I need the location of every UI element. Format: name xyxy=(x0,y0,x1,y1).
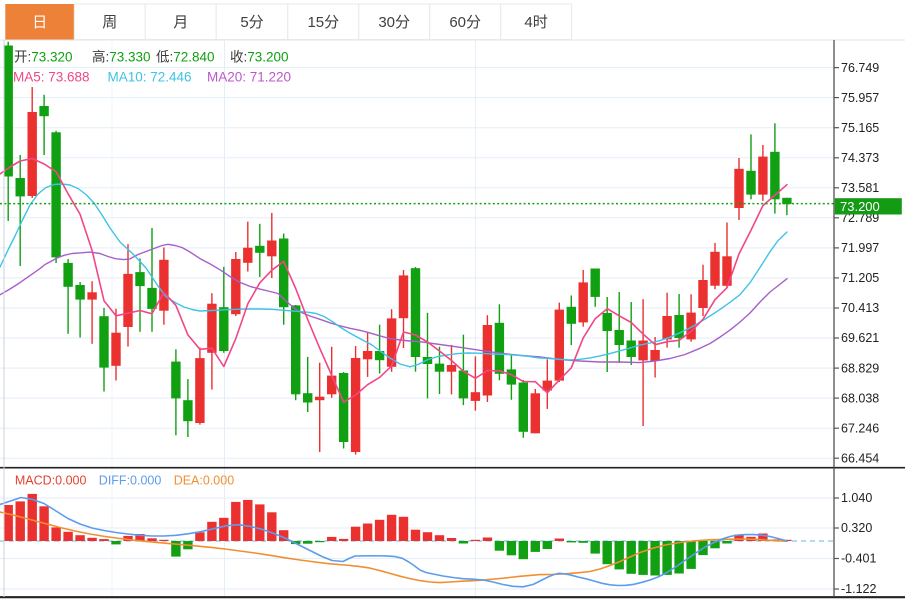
svg-text:76.749: 76.749 xyxy=(841,61,879,75)
svg-text:月: 月 xyxy=(173,14,188,31)
svg-text:1.040: 1.040 xyxy=(841,491,872,505)
svg-text:0.320: 0.320 xyxy=(841,521,872,535)
svg-text:30分: 30分 xyxy=(378,14,410,31)
svg-text:70.413: 70.413 xyxy=(841,301,879,315)
svg-text:73.200: 73.200 xyxy=(840,199,880,214)
svg-text:71.997: 71.997 xyxy=(841,241,879,255)
svg-text:69.621: 69.621 xyxy=(841,331,879,345)
svg-text:71.205: 71.205 xyxy=(841,271,879,285)
svg-text:73.581: 73.581 xyxy=(841,181,879,195)
svg-text:5分: 5分 xyxy=(240,14,263,31)
svg-text:68.038: 68.038 xyxy=(841,391,879,405)
svg-text:-0.401: -0.401 xyxy=(841,552,876,566)
svg-text:66.454: 66.454 xyxy=(841,451,879,465)
svg-text:日: 日 xyxy=(32,14,47,31)
svg-text:周: 周 xyxy=(102,14,117,31)
svg-text:75.165: 75.165 xyxy=(841,121,879,135)
svg-text:68.829: 68.829 xyxy=(841,361,879,375)
svg-text:4时: 4时 xyxy=(524,14,547,31)
svg-text:60分: 60分 xyxy=(449,14,481,31)
svg-text:74.373: 74.373 xyxy=(841,151,879,165)
svg-text:75.957: 75.957 xyxy=(841,91,879,105)
svg-text:15分: 15分 xyxy=(307,14,339,31)
svg-text:-1.122: -1.122 xyxy=(841,582,876,596)
svg-text:67.246: 67.246 xyxy=(841,421,879,435)
